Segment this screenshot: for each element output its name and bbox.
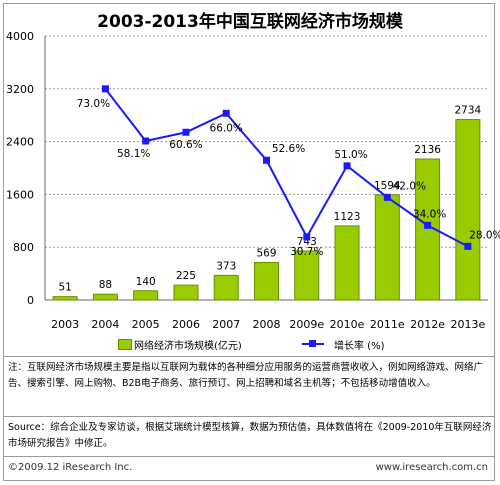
bar — [374, 194, 400, 301]
chart-title: 2003-2013年中国互联网经济市场规模 — [97, 12, 403, 32]
bar-value-label: 88 — [99, 279, 112, 291]
bar — [455, 119, 481, 301]
chart-frame — [3, 3, 495, 481]
y-tick-label: 0 — [27, 294, 34, 307]
x-tick-label: 2012e — [410, 318, 445, 331]
chart-source: Source：综合企业及专家访谈，根据艾瑞统计模型核算，数据为预估值，具体数值将… — [8, 422, 492, 449]
line-point — [303, 233, 311, 241]
line-value-label: 51.0% — [334, 149, 367, 161]
line-point — [263, 156, 270, 164]
chart-note: 注：互联网经济市场规模主要是指以互联网为载体的各种细分应用服务的运营商营收收入，… — [8, 362, 484, 389]
bar-value-label: 2136 — [414, 144, 441, 156]
bar — [254, 261, 279, 301]
bar — [334, 225, 360, 301]
legend-bar-label: 网络经济市场规模(亿元) — [134, 341, 242, 352]
bar — [92, 293, 118, 301]
x-tick-label: 2004 — [91, 318, 119, 331]
legend-bar-swatch — [118, 339, 132, 350]
line-value-label: 42.0% — [393, 180, 426, 192]
bar-value-label: 1123 — [334, 211, 361, 223]
bar-value-label: 2734 — [454, 105, 481, 117]
line-value-label: 73.0% — [77, 98, 110, 110]
legend-line-label: 增长率 (%) — [334, 341, 385, 352]
chart-svg: 0 800 1600 2400 3200 4000 51 88 140 225 373 569 743 1… — [6, 30, 500, 331]
legend: 网络经济市场规模(亿元) 增长率 (%) — [0, 337, 500, 352]
line-point — [464, 242, 472, 250]
copyright-text: ©2009.12 iResearch Inc. — [8, 462, 133, 473]
bar — [52, 296, 78, 301]
y-tick-label: 1600 — [6, 188, 34, 201]
line-value-label: 34.0% — [413, 208, 446, 220]
divider — [3, 416, 495, 417]
bar-value-label: 1594 — [374, 180, 401, 192]
bar-value-label: 569 — [256, 247, 276, 259]
bar — [213, 274, 239, 301]
bar-value-label: 140 — [136, 276, 156, 288]
y-tick-label: 800 — [13, 241, 34, 254]
bar-value-label: 51 — [58, 282, 71, 294]
y-tick-label: 2400 — [6, 136, 34, 149]
growth-rate-line — [104, 88, 469, 248]
bar-value-label: 373 — [216, 260, 236, 272]
line-point — [343, 162, 351, 170]
x-tick-label: 2013e — [450, 318, 485, 331]
line-point — [222, 109, 230, 117]
line-point — [142, 137, 150, 145]
x-tick-label: 2010e — [330, 318, 365, 331]
line-value-label: 60.6% — [169, 139, 202, 151]
divider — [3, 356, 495, 357]
line-value-label: 66.0% — [210, 122, 243, 134]
x-tick-label: 2007 — [212, 318, 240, 331]
bar — [133, 290, 159, 301]
legend-line-marker — [309, 340, 316, 347]
x-tick-label: 2009e — [289, 318, 324, 331]
x-tick-label: 2011e — [370, 318, 405, 331]
line-value-label: 52.6% — [272, 143, 305, 155]
bar — [294, 250, 320, 301]
divider — [3, 456, 495, 457]
website-link[interactable]: www.iresearch.com.cn — [375, 462, 488, 473]
line-point — [182, 128, 190, 136]
bar-value-label: 225 — [176, 270, 196, 282]
x-tick-label: 2006 — [172, 318, 200, 331]
bar — [173, 284, 199, 301]
line-value-label: 30.7% — [290, 246, 323, 258]
line-point — [383, 193, 391, 201]
x-tick-label: 2008 — [253, 318, 281, 331]
x-tick-label: 2003 — [51, 318, 79, 331]
bar-value-label: 743 — [297, 236, 317, 248]
line-value-label: 28.0% — [469, 229, 500, 241]
line-point — [424, 221, 432, 229]
line-value-label: 58.1% — [117, 148, 150, 160]
line-point — [101, 85, 109, 93]
x-tick-label: 2005 — [132, 318, 160, 331]
y-tick-label: 4000 — [6, 30, 34, 43]
y-tick-label: 3200 — [6, 83, 34, 96]
